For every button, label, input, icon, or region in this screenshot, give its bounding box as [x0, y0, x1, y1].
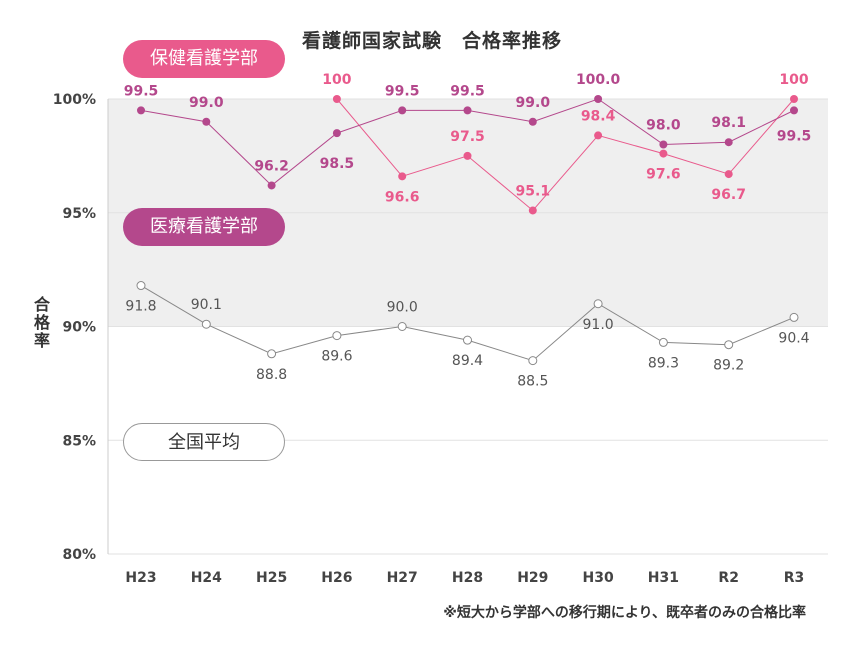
data-point	[463, 106, 472, 115]
x-tick-label: H28	[452, 570, 483, 586]
data-point	[397, 322, 407, 331]
data-label: 90.1	[191, 297, 222, 313]
y-tick-label: 95%	[62, 206, 96, 222]
data-label: 90.0	[387, 300, 418, 316]
data-label: 99.0	[189, 95, 224, 111]
x-tick-label: H29	[517, 570, 548, 586]
data-label: 96.6	[385, 189, 420, 205]
data-point	[463, 335, 472, 345]
y-tick-label: 100%	[53, 92, 96, 108]
data-label: 97.5	[450, 129, 485, 145]
data-point	[463, 151, 472, 160]
data-label: 96.7	[711, 187, 746, 203]
y-tick-label: 90%	[62, 320, 96, 336]
data-label: 97.6	[646, 167, 681, 183]
data-point	[658, 337, 668, 347]
series-line-0	[336, 98, 795, 212]
data-label: 95.1	[516, 183, 551, 199]
data-point	[594, 131, 603, 140]
data-point	[659, 149, 668, 158]
data-point	[267, 349, 277, 359]
data-point	[724, 138, 733, 147]
y-axis-label: 合格率	[33, 295, 50, 350]
x-tick-label: H24	[191, 570, 222, 586]
x-tick-label: H23	[125, 570, 156, 586]
data-label: 99.5	[385, 83, 420, 99]
x-tick-label: R2	[718, 570, 739, 586]
data-label: 89.4	[452, 353, 483, 369]
data-point	[137, 106, 145, 115]
data-label: 99.5	[124, 83, 159, 99]
data-label: 100	[322, 72, 351, 88]
data-point	[790, 106, 798, 115]
data-label: 98.4	[581, 108, 616, 124]
data-point	[528, 356, 538, 366]
data-label: 96.2	[254, 158, 289, 174]
y-tick-label: 85%	[62, 433, 96, 449]
data-point	[659, 140, 668, 149]
data-point	[332, 129, 341, 138]
footnote: ※短大から学部への移行期により、既卒者のみの合格比率	[443, 605, 806, 621]
data-label: 99.5	[450, 83, 485, 99]
data-label: 88.8	[256, 367, 287, 383]
data-point	[202, 117, 211, 126]
x-tick-label: H30	[582, 570, 613, 586]
x-tick-label: H31	[648, 570, 679, 586]
data-point	[136, 281, 146, 291]
data-label: 98.5	[320, 156, 355, 172]
data-point	[528, 117, 537, 126]
data-label: 99.5	[777, 128, 812, 144]
legend-iryo: 医療看護学部	[123, 208, 285, 246]
data-point	[790, 95, 798, 103]
data-point	[201, 319, 211, 329]
data-label: 89.3	[648, 355, 679, 371]
data-point	[332, 331, 342, 341]
data-label: 91.0	[583, 317, 614, 333]
x-tick-label: H25	[256, 570, 287, 586]
data-label: 91.8	[125, 299, 156, 315]
data-label: 99.0	[516, 95, 551, 111]
data-point	[724, 170, 733, 179]
data-point	[593, 299, 603, 309]
data-label: 100	[779, 72, 808, 88]
data-label: 100.0	[576, 72, 621, 88]
data-label: 90.4	[778, 330, 809, 346]
legend-hoken: 保健看護学部	[123, 40, 285, 78]
legend-national-average: 全国平均	[123, 423, 285, 461]
data-label: 88.5	[517, 374, 548, 390]
data-label: 89.6	[321, 349, 352, 365]
data-point	[398, 106, 407, 115]
x-tick-label: H26	[321, 570, 352, 586]
data-point	[267, 181, 276, 190]
data-point	[594, 95, 603, 103]
data-point	[789, 312, 799, 322]
data-point	[332, 95, 341, 103]
data-label: 89.2	[713, 358, 744, 374]
y-tick-label: 80%	[62, 547, 96, 563]
data-point	[724, 340, 734, 350]
data-label: 98.1	[711, 115, 746, 131]
x-tick-label: R3	[784, 570, 805, 586]
data-point	[528, 206, 537, 215]
data-point	[398, 172, 407, 181]
chart-title: 看護師国家試験 合格率推移	[301, 30, 562, 52]
x-tick-label: H27	[387, 570, 418, 586]
data-label: 98.0	[646, 118, 681, 134]
